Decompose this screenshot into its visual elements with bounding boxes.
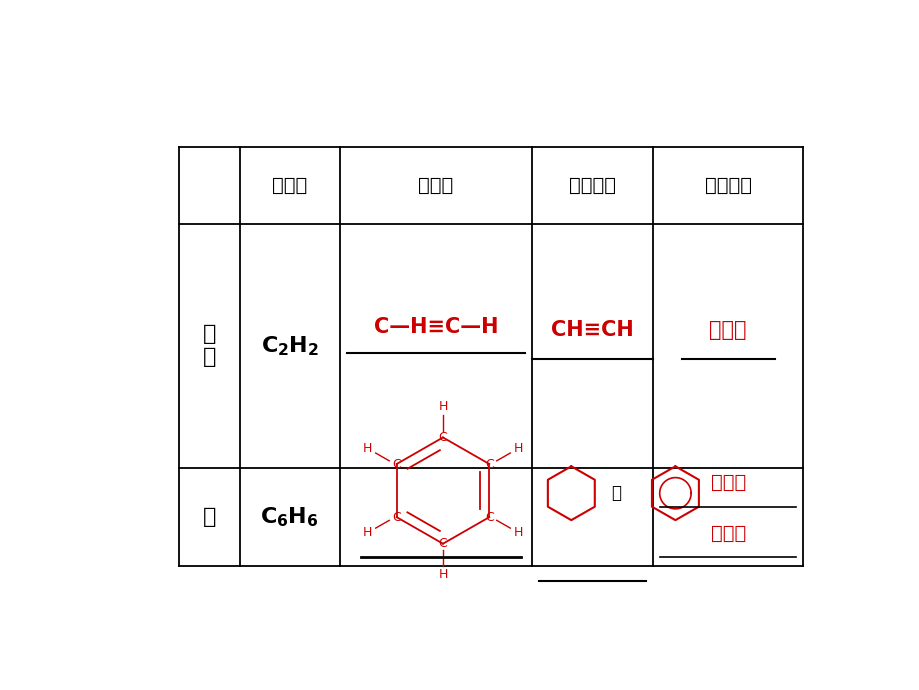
Text: $\mathbf{C_6H_6}$: $\mathbf{C_6H_6}$ [260,505,319,529]
Text: C: C [438,538,447,550]
Text: $\mathbf{C_2H_2}$: $\mathbf{C_2H_2}$ [260,334,319,357]
Text: 分子式: 分子式 [272,175,307,195]
Text: H: H [363,442,372,455]
Text: 六边形: 六边形 [709,524,745,542]
Text: C: C [438,431,447,444]
Text: C: C [391,457,401,471]
Text: 或: 或 [610,484,620,502]
Text: 乙
炔: 乙 炔 [202,324,216,367]
Text: C: C [484,457,494,471]
Text: 分子构型: 分子构型 [704,175,751,195]
Text: C: C [484,511,494,524]
Text: 直线形: 直线形 [709,320,746,340]
Text: C: C [391,511,401,524]
Text: H: H [513,442,522,455]
Text: 苯: 苯 [202,507,216,527]
Text: 结构简式: 结构简式 [569,175,616,195]
Text: H: H [363,526,372,539]
Text: H: H [513,526,522,539]
Text: CH≡CH: CH≡CH [550,320,633,340]
Text: H: H [437,569,448,582]
Text: C—H≡C—H: C—H≡C—H [373,317,497,337]
Text: 结构式: 结构式 [418,175,453,195]
Text: 平面正: 平面正 [709,473,745,492]
Text: H: H [437,400,448,413]
